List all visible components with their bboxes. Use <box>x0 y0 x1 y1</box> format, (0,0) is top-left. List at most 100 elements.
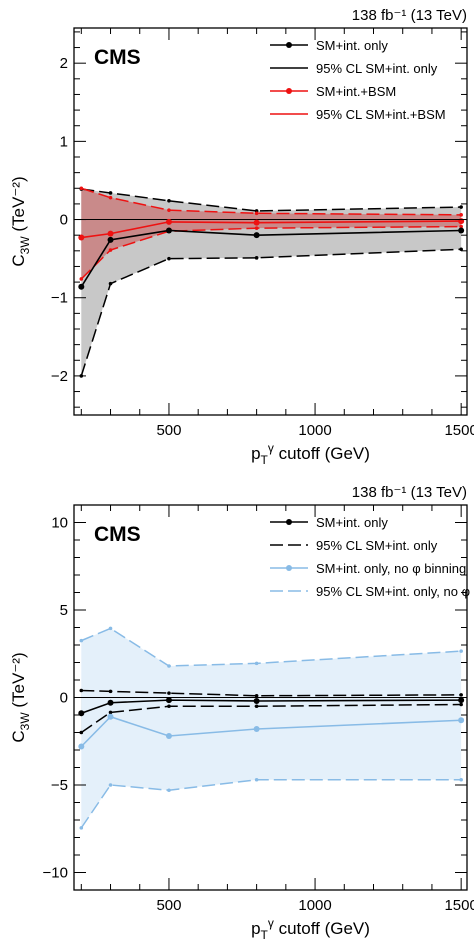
band-upper-point <box>459 693 463 697</box>
legend-marker <box>286 565 292 571</box>
band-upper-point <box>167 691 171 695</box>
band-upper-point <box>108 191 113 195</box>
band-lower-point <box>167 704 171 709</box>
y-tick-label: −5 <box>51 777 68 794</box>
legend-label: 95% CL SM+int. only <box>316 61 438 76</box>
legend-marker <box>286 42 292 48</box>
y-axis-label-group: C3W (TeV⁻²) <box>9 652 32 742</box>
band-upper-line-1 <box>81 689 462 697</box>
band-upper-point <box>254 661 259 666</box>
y-tick-label: −2 <box>51 368 68 385</box>
y-tick-label: 0 <box>60 690 68 707</box>
x-axis-label: pTγ cutoff (GeV) <box>251 916 370 942</box>
y-tick-label: −10 <box>43 865 68 882</box>
central-point <box>165 733 172 739</box>
x-axis-label: pTγ cutoff (GeV) <box>251 441 370 467</box>
central-point <box>107 230 114 237</box>
central-point <box>253 219 260 226</box>
y-tick-label: −1 <box>51 290 68 307</box>
central-point <box>458 227 465 234</box>
central-point <box>107 713 114 720</box>
central-point <box>78 234 85 241</box>
band-upper-point <box>459 213 463 217</box>
band-lower-point <box>108 281 113 286</box>
central-point <box>165 227 172 234</box>
legend-label: SM+int. only <box>316 515 388 530</box>
band-lower-point <box>79 730 84 735</box>
band-lower-point <box>79 277 84 281</box>
band-lower-point <box>108 710 113 715</box>
lumi-label: 138 fb⁻¹ (13 TeV) <box>352 7 467 24</box>
central-point <box>458 218 465 225</box>
chart-panel-1: −2 −1 0 1 2 500 1000 1500 138 fb⁻¹ (13 TeV) CMS SM… <box>51 7 474 439</box>
x-tick-label: 1500 <box>444 422 474 439</box>
central-point <box>458 717 465 724</box>
y-axis-label: C3W (TeV⁻²) <box>9 652 32 742</box>
band-upper-point <box>108 626 113 631</box>
x-tick-label: 500 <box>156 422 181 439</box>
band-fill-1 <box>81 189 462 376</box>
band-upper-point <box>254 693 259 698</box>
band-lower-point <box>167 788 171 793</box>
legend-label: 95% CL SM+int. only <box>316 538 438 553</box>
y-tick-label: 2 <box>60 55 68 72</box>
central-point <box>165 218 172 225</box>
band-upper-point <box>108 689 113 694</box>
band-lower-point <box>108 783 113 787</box>
central-point <box>253 232 260 239</box>
legend-label: 95% CL SM+int.+BSM <box>316 107 446 122</box>
band-lower-point <box>459 702 463 707</box>
x-tick-label: 1000 <box>298 897 331 914</box>
band-lower-point <box>459 247 463 252</box>
band-upper-point <box>459 649 463 653</box>
cms-label: CMS <box>94 46 141 69</box>
y-axis-label: C3W (TeV⁻²) <box>9 176 32 266</box>
lumi-label: 138 fb⁻¹ (13 TeV) <box>352 484 467 501</box>
y-tick-label: 10 <box>51 515 68 532</box>
x-tick-label: 500 <box>156 897 181 914</box>
band-upper-line-1 <box>81 188 462 212</box>
legend-marker <box>286 519 292 525</box>
band-upper-point <box>79 688 84 693</box>
x-tick-label: 1500 <box>444 897 474 914</box>
cms-label: CMS <box>94 523 141 546</box>
band-lower-point <box>254 226 259 230</box>
band-lower-point <box>459 224 463 229</box>
chart-panel-2: −10 −5 0 5 10 500 1000 1500 138 fb⁻¹ (13 TeV) CMS… <box>43 484 474 914</box>
central-point <box>253 726 260 732</box>
band-upper-point <box>79 186 84 191</box>
band-lower-point <box>254 777 259 782</box>
band-lower-line-2 <box>80 779 462 829</box>
band-upper-point <box>108 195 113 200</box>
band-upper-point <box>167 664 171 668</box>
x-axis-label-group: pTγ cutoff (GeV) <box>251 441 370 467</box>
band-upper-point <box>167 198 171 203</box>
band-upper-point <box>79 638 84 643</box>
y-axis-label-group: C3W (TeV⁻²) <box>9 176 32 266</box>
band-lower-point <box>254 256 259 260</box>
y-tick-label: 5 <box>60 602 68 619</box>
legend-label: SM+int.+BSM <box>316 84 396 99</box>
plot-frame <box>73 27 468 416</box>
central-point <box>78 743 85 750</box>
band-lower-point <box>459 777 463 782</box>
band-upper-point <box>167 208 171 212</box>
legend-marker <box>286 88 292 94</box>
central-point <box>165 697 172 704</box>
y-tick-label: 1 <box>60 133 68 150</box>
band-lower-line-1 <box>80 248 462 377</box>
x-axis-label-group: pTγ cutoff (GeV) <box>251 916 370 942</box>
band-lower-point <box>254 704 259 709</box>
band-lower-point <box>108 248 113 252</box>
band-lower-point <box>167 256 171 261</box>
legend-label: SM+int. only, no φ binning <box>316 561 466 576</box>
band-upper-point <box>254 211 259 216</box>
central-point <box>107 236 114 243</box>
central-point <box>253 698 260 704</box>
central-point <box>458 697 465 704</box>
y-tick-label: 0 <box>60 212 68 229</box>
central-point <box>107 699 114 706</box>
legend-label: 95% CL SM+int. only, no φ binning <box>316 584 474 599</box>
band-upper-point <box>459 205 463 209</box>
